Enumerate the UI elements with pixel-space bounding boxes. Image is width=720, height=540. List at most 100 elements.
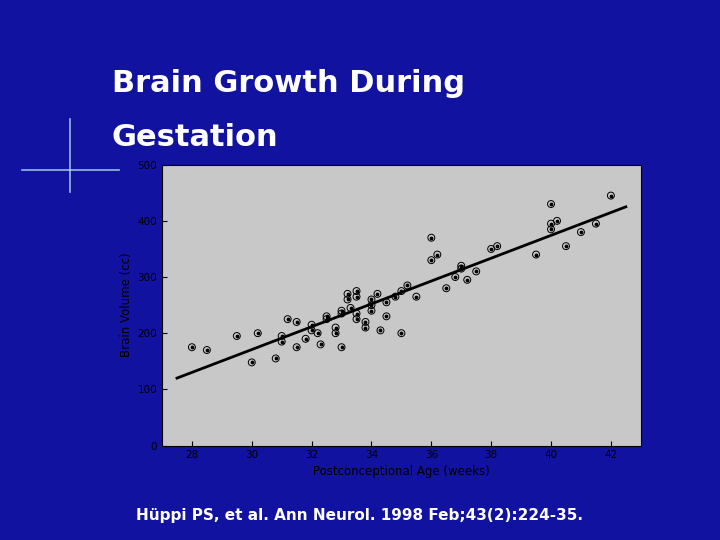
Point: [441, 284, 452, 293]
Point: [381, 298, 392, 307]
Point: [396, 329, 408, 338]
Point: [390, 292, 401, 301]
Point: [231, 332, 243, 340]
Point: [456, 264, 467, 273]
Point: [306, 326, 318, 335]
Point: [252, 329, 264, 338]
Point: [351, 287, 362, 295]
Point: [381, 312, 392, 321]
Point: [351, 309, 362, 318]
Point: [390, 292, 401, 301]
Point: [372, 289, 383, 298]
Point: [366, 295, 377, 304]
Point: [282, 315, 294, 323]
Point: [410, 292, 422, 301]
Point: [372, 289, 383, 298]
Point: [351, 315, 362, 323]
Point: [351, 292, 362, 301]
Point: [330, 323, 341, 332]
Point: [276, 332, 287, 340]
Point: [351, 287, 362, 295]
Point: [312, 329, 323, 338]
Point: [449, 273, 461, 281]
Point: [321, 315, 333, 323]
Point: [321, 312, 333, 321]
Point: [231, 332, 243, 340]
Text: Gestation: Gestation: [112, 123, 278, 152]
Point: [366, 301, 377, 309]
Point: [276, 332, 287, 340]
Point: [306, 320, 318, 329]
Point: [315, 340, 326, 349]
Point: [291, 343, 302, 352]
Point: [492, 242, 503, 251]
Point: [410, 292, 422, 301]
Point: [590, 219, 602, 228]
Point: [456, 261, 467, 270]
Point: [306, 326, 318, 335]
Point: [300, 334, 311, 343]
Point: [381, 312, 392, 321]
Point: [306, 320, 318, 329]
Point: [402, 281, 413, 290]
Point: [449, 273, 461, 281]
Point: [552, 217, 563, 225]
Point: [342, 289, 354, 298]
Point: [485, 245, 497, 253]
Point: [462, 275, 473, 284]
Point: [330, 329, 341, 338]
Point: [330, 329, 341, 338]
Point: [360, 318, 372, 326]
Point: [590, 219, 602, 228]
Point: [300, 334, 311, 343]
Point: [291, 318, 302, 326]
Point: [342, 295, 354, 304]
Point: [552, 217, 563, 225]
Text: Hüppi PS, et al. Ann Neurol. 1998 Feb;43(2):224-35.: Hüppi PS, et al. Ann Neurol. 1998 Feb;43…: [137, 508, 583, 523]
Point: [431, 250, 443, 259]
Point: [345, 303, 356, 312]
Point: [545, 200, 557, 208]
Point: [560, 242, 572, 251]
Text: Brain Growth During: Brain Growth During: [112, 69, 464, 98]
Point: [402, 281, 413, 290]
Point: [456, 264, 467, 273]
Point: [531, 250, 542, 259]
Y-axis label: Brain Volume (cc): Brain Volume (cc): [120, 253, 133, 357]
Point: [485, 245, 497, 253]
Point: [545, 200, 557, 208]
Point: [336, 343, 347, 352]
Point: [246, 358, 258, 367]
Point: [336, 306, 347, 315]
Point: [252, 329, 264, 338]
Point: [330, 323, 341, 332]
Point: [186, 343, 198, 352]
Point: [396, 287, 408, 295]
Point: [426, 233, 437, 242]
Point: [351, 309, 362, 318]
Point: [545, 219, 557, 228]
Point: [575, 228, 587, 237]
Point: [426, 256, 437, 265]
Point: [470, 267, 482, 276]
Point: [315, 340, 326, 349]
Point: [201, 346, 212, 354]
Point: [291, 343, 302, 352]
Point: [336, 343, 347, 352]
Point: [381, 298, 392, 307]
Point: [276, 338, 287, 346]
Point: [396, 287, 408, 295]
Point: [276, 338, 287, 346]
Point: [462, 275, 473, 284]
Point: [360, 323, 372, 332]
Point: [531, 250, 542, 259]
Point: [360, 318, 372, 326]
Point: [492, 242, 503, 251]
Point: [545, 225, 557, 234]
Point: [441, 284, 452, 293]
Point: [321, 312, 333, 321]
Point: [270, 354, 282, 363]
Point: [545, 219, 557, 228]
Point: [342, 289, 354, 298]
Point: [605, 191, 616, 200]
